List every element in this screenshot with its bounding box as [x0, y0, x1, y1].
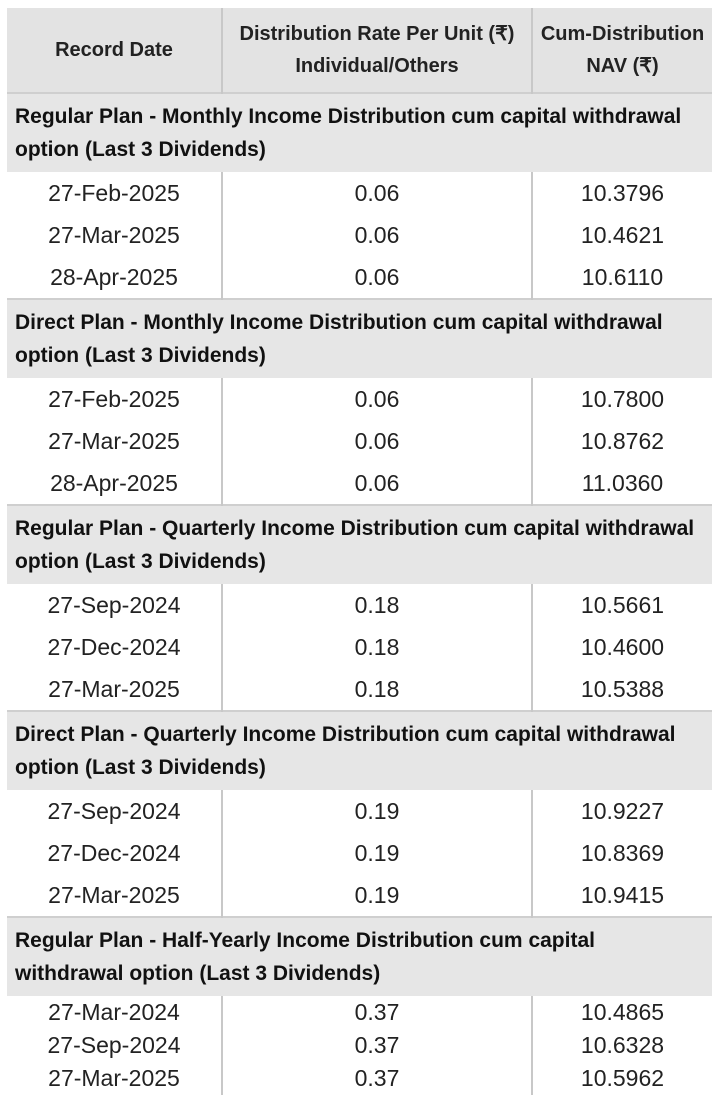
distribution-rate: 0.06 — [222, 256, 533, 299]
data-row: 27-Mar-2025 0.06 10.8762 — [7, 420, 712, 462]
record-date: 27-Dec-2024 — [7, 626, 223, 668]
record-date: 27-Mar-2024 — [7, 996, 223, 1029]
cum-nav: 10.8369 — [580, 839, 665, 866]
distribution-rate: 0.19 — [222, 832, 533, 874]
data-row: 27-Sep-2024 0.37 10.6328 — [7, 1029, 712, 1062]
cum-nav: 10.8762 — [580, 427, 665, 454]
cum-nav: 10.5661 — [580, 591, 665, 618]
distribution-rate: 0.18 — [222, 668, 533, 711]
data-row: 27-Mar-2024 0.37 10.4865 — [7, 996, 712, 1029]
record-date: 28-Apr-2025 — [7, 256, 223, 299]
record-date: 27-Feb-2025 — [7, 378, 223, 420]
cum-nav: 10.7800 — [580, 385, 665, 412]
cum-nav: 10.5388 — [580, 675, 665, 702]
distribution-rate: 0.06 — [222, 420, 533, 462]
cum-nav: 10.4621 — [580, 221, 665, 248]
cum-nav: 10.6328 — [580, 1032, 665, 1058]
table-wrapper: Record Date Distribution Rate Per Unit (₹… — [7, 8, 712, 1095]
data-row: 27-Mar-2025 0.19 10.9415 — [7, 874, 712, 917]
column-header: Distribution Rate Per Unit (₹) Individual… — [222, 8, 533, 93]
section-title: Direct Plan - Quarterly Income Distribut… — [7, 710, 712, 790]
data-row: 27-Sep-2024 0.18 10.5661 — [7, 584, 712, 626]
record-date: 27-Mar-2025 — [7, 1062, 223, 1095]
column-header: Cum-Distribution NAV (₹) — [532, 8, 712, 93]
data-row: 27-Feb-2025 0.06 10.7800 — [7, 378, 712, 420]
section-title: Regular Plan - Quarterly Income Distribu… — [7, 504, 712, 584]
header-line: Distribution Rate Per Unit (₹) — [239, 23, 515, 45]
section-row: Direct Plan - Monthly Income Distributio… — [7, 298, 712, 378]
data-row: 28-Apr-2025 0.06 10.6110 — [7, 256, 712, 299]
cum-nav: 10.3796 — [580, 179, 665, 206]
section-title: Direct Plan - Monthly Income Distributio… — [7, 298, 712, 378]
record-date: 27-Sep-2024 — [7, 790, 223, 832]
data-row: 27-Sep-2024 0.19 10.9227 — [7, 790, 712, 832]
distribution-rate: 0.37 — [222, 1062, 533, 1095]
data-row: 27-Feb-2025 0.06 10.3796 — [7, 172, 712, 214]
record-date: 27-Sep-2024 — [7, 1029, 223, 1062]
data-row: 27-Mar-2025 0.06 10.4621 — [7, 214, 712, 256]
table-body: Regular Plan - Monthly Income Distributi… — [7, 92, 712, 1095]
section-row: Regular Plan - Quarterly Income Distribu… — [7, 504, 712, 584]
section-title: Regular Plan - Monthly Income Distributi… — [7, 92, 712, 172]
data-row: 27-Mar-2025 0.37 10.5962 — [7, 1062, 712, 1095]
distribution-rate: 0.06 — [222, 378, 533, 420]
column-header: Record Date — [7, 8, 223, 93]
record-date: 27-Mar-2025 — [7, 668, 223, 711]
section-row: Regular Plan - Monthly Income Distributi… — [7, 92, 712, 172]
header-row: Record Date Distribution Rate Per Unit (₹… — [7, 8, 712, 93]
cum-nav: 10.9227 — [580, 797, 665, 824]
record-date: 27-Mar-2025 — [7, 420, 223, 462]
cum-nav: 10.4600 — [580, 633, 665, 660]
header-line: Cum-Distribution — [540, 23, 705, 45]
distribution-rate: 0.19 — [222, 790, 533, 832]
record-date: 28-Apr-2025 — [7, 462, 223, 505]
cum-nav: 10.6110 — [581, 263, 664, 290]
data-row: 28-Apr-2025 0.06 11.0360 — [7, 462, 712, 505]
distribution-rate: 0.06 — [222, 462, 533, 505]
cum-nav: 10.9415 — [580, 881, 665, 908]
record-date: 27-Mar-2025 — [7, 874, 223, 917]
cum-nav: 10.4865 — [580, 999, 665, 1025]
distribution-rate: 0.18 — [222, 584, 533, 626]
section-row: Regular Plan - Half-Yearly Income Distri… — [7, 916, 712, 996]
data-row: 27-Mar-2025 0.18 10.5388 — [7, 668, 712, 711]
data-row: 27-Dec-2024 0.18 10.4600 — [7, 626, 712, 668]
record-date: 27-Dec-2024 — [7, 832, 223, 874]
distribution-rate: 0.37 — [222, 1029, 533, 1062]
section-row: Direct Plan - Quarterly Income Distribut… — [7, 710, 712, 790]
header-line: Individual/Others — [295, 55, 459, 77]
section-title: Regular Plan - Half-Yearly Income Distri… — [7, 916, 712, 996]
distribution-rate: 0.06 — [222, 172, 533, 214]
distribution-rate: 0.18 — [222, 626, 533, 668]
header-line: Record Date — [55, 39, 173, 61]
record-date: 27-Sep-2024 — [7, 584, 223, 626]
record-date: 27-Mar-2025 — [7, 214, 223, 256]
cum-nav: 11.0360 — [581, 469, 664, 496]
dividend-table: Record Date Distribution Rate Per Unit (₹… — [7, 8, 712, 1095]
distribution-rate: 0.37 — [222, 996, 533, 1029]
distribution-rate: 0.19 — [222, 874, 533, 917]
record-date: 27-Feb-2025 — [7, 172, 223, 214]
header-line: NAV (₹) — [586, 55, 659, 77]
data-row: 27-Dec-2024 0.19 10.8369 — [7, 832, 712, 874]
cum-nav: 10.5962 — [580, 1065, 665, 1091]
distribution-rate: 0.06 — [222, 214, 533, 256]
